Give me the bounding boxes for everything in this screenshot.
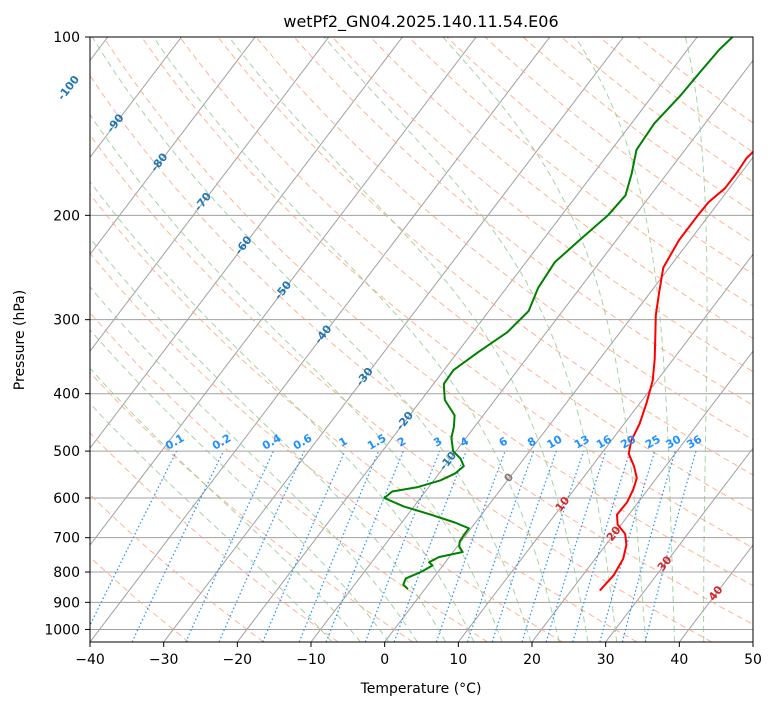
mixing-ratio-line [298, 450, 380, 642]
y-tick-label: 1000 [44, 622, 80, 638]
temperature-profile-line [599, 150, 753, 592]
dry-adiabat-line [90, 134, 712, 642]
chart-title: wetPf2_GN04.2025.140.11.54.E06 [283, 12, 558, 32]
y-tick-label: 400 [53, 387, 80, 403]
isotherm-line [90, 37, 256, 256]
dry-adiabat-line [293, 37, 753, 406]
moist-adiabat-line [684, 37, 708, 642]
x-tick-label: 50 [744, 652, 762, 668]
dry-adiabat-line [90, 252, 563, 642]
mixing-ratio-line [435, 450, 506, 642]
x-axis-label: Temperature (°C) [360, 681, 482, 697]
dry-adiabat-line [370, 37, 753, 340]
mixing-ratio-line [644, 450, 697, 642]
moist-adiabat-line [574, 37, 676, 642]
mixing-ratio-line [325, 450, 404, 642]
dry-adiabat-line [90, 311, 488, 642]
moist-adiabat-line [90, 328, 390, 642]
dewpoint-profile-line [383, 37, 734, 590]
y-axis-label: Pressure (hPa) [12, 290, 28, 390]
x-tick-label: −10 [296, 652, 326, 668]
dry-adiabat-line [408, 37, 753, 307]
isotherm-line [90, 37, 330, 353]
isotherm-line [457, 253, 753, 642]
x-tick-label: −30 [149, 652, 179, 668]
mixing-ratio-line [572, 450, 631, 642]
mixing-ratio-line [262, 450, 346, 642]
y-tick-label: 900 [53, 595, 80, 611]
dry-adiabat-line [90, 371, 414, 642]
y-tick-label: 600 [53, 491, 80, 507]
moist-adiabat-line [90, 237, 447, 642]
moist-adiabat-line [228, 37, 589, 642]
isotherm-line [531, 350, 753, 642]
x-tick-label: 30 [597, 652, 615, 668]
isotherm-line [90, 37, 551, 642]
y-tick-label: 300 [53, 313, 80, 329]
isotherm-line [90, 37, 403, 449]
mixing-ratio-line [521, 450, 585, 642]
dry-adiabat-line [217, 37, 753, 476]
moist-adiabat-line [323, 37, 618, 642]
isotherm-line [90, 37, 477, 546]
y-tick-label: 100 [53, 30, 80, 46]
dry-adiabat-line [255, 37, 753, 441]
y-tick-label: 700 [53, 531, 80, 547]
x-tick-label: −20 [223, 652, 253, 668]
mixing-ratio-line [218, 450, 305, 642]
plot-area [90, 37, 753, 642]
moist-adiabat-line [90, 367, 361, 642]
dry-adiabat-line [332, 37, 753, 373]
mixing-ratio-line [393, 450, 467, 642]
dry-adiabat-line [90, 432, 339, 642]
y-tick-label: 800 [53, 565, 80, 581]
x-tick-label: 20 [523, 652, 541, 668]
plot-frame [89, 36, 754, 643]
moist-adiabat-line [91, 37, 532, 642]
moist-adiabat-line [90, 286, 418, 642]
isotherm-line [90, 37, 182, 159]
mixing-ratio-line [466, 450, 535, 642]
isotherm-line [605, 447, 753, 642]
mixing-ratio-line [364, 450, 441, 642]
dry-adiabat-line [141, 37, 753, 549]
moist-adiabat-line [90, 402, 333, 642]
mixing-ratio-line [491, 450, 557, 642]
moist-adiabat-line [90, 113, 503, 642]
y-tick-label: 500 [53, 444, 80, 460]
x-tick-label: −40 [75, 652, 105, 668]
y-tick-label: 200 [53, 208, 80, 224]
dry-adiabat-line [90, 74, 753, 625]
moist-adiabat-line [152, 37, 560, 642]
mixing-ratio-line [545, 450, 607, 642]
x-tick-label: 40 [670, 652, 688, 668]
x-tick-label: 0 [380, 652, 389, 668]
dry-adiabat-line [103, 37, 753, 587]
y-axis: 100 200 300 400 500 600 700 800 900 1000 [44, 30, 90, 638]
isotherm-line [236, 37, 698, 642]
dry-adiabat-line [560, 37, 753, 183]
x-tick-label: 10 [449, 652, 467, 668]
dry-adiabat-line [90, 193, 638, 642]
x-axis: −40 −30 −20 −10 0 10 20 30 40 50 [75, 642, 762, 668]
isotherm-line [384, 156, 753, 642]
isotherm-line [163, 37, 624, 642]
dry-adiabat-line [599, 37, 753, 153]
moist-adiabat-line [90, 180, 475, 642]
mixing-ratio-line [90, 450, 178, 627]
mixing-ratio-line [621, 450, 676, 642]
